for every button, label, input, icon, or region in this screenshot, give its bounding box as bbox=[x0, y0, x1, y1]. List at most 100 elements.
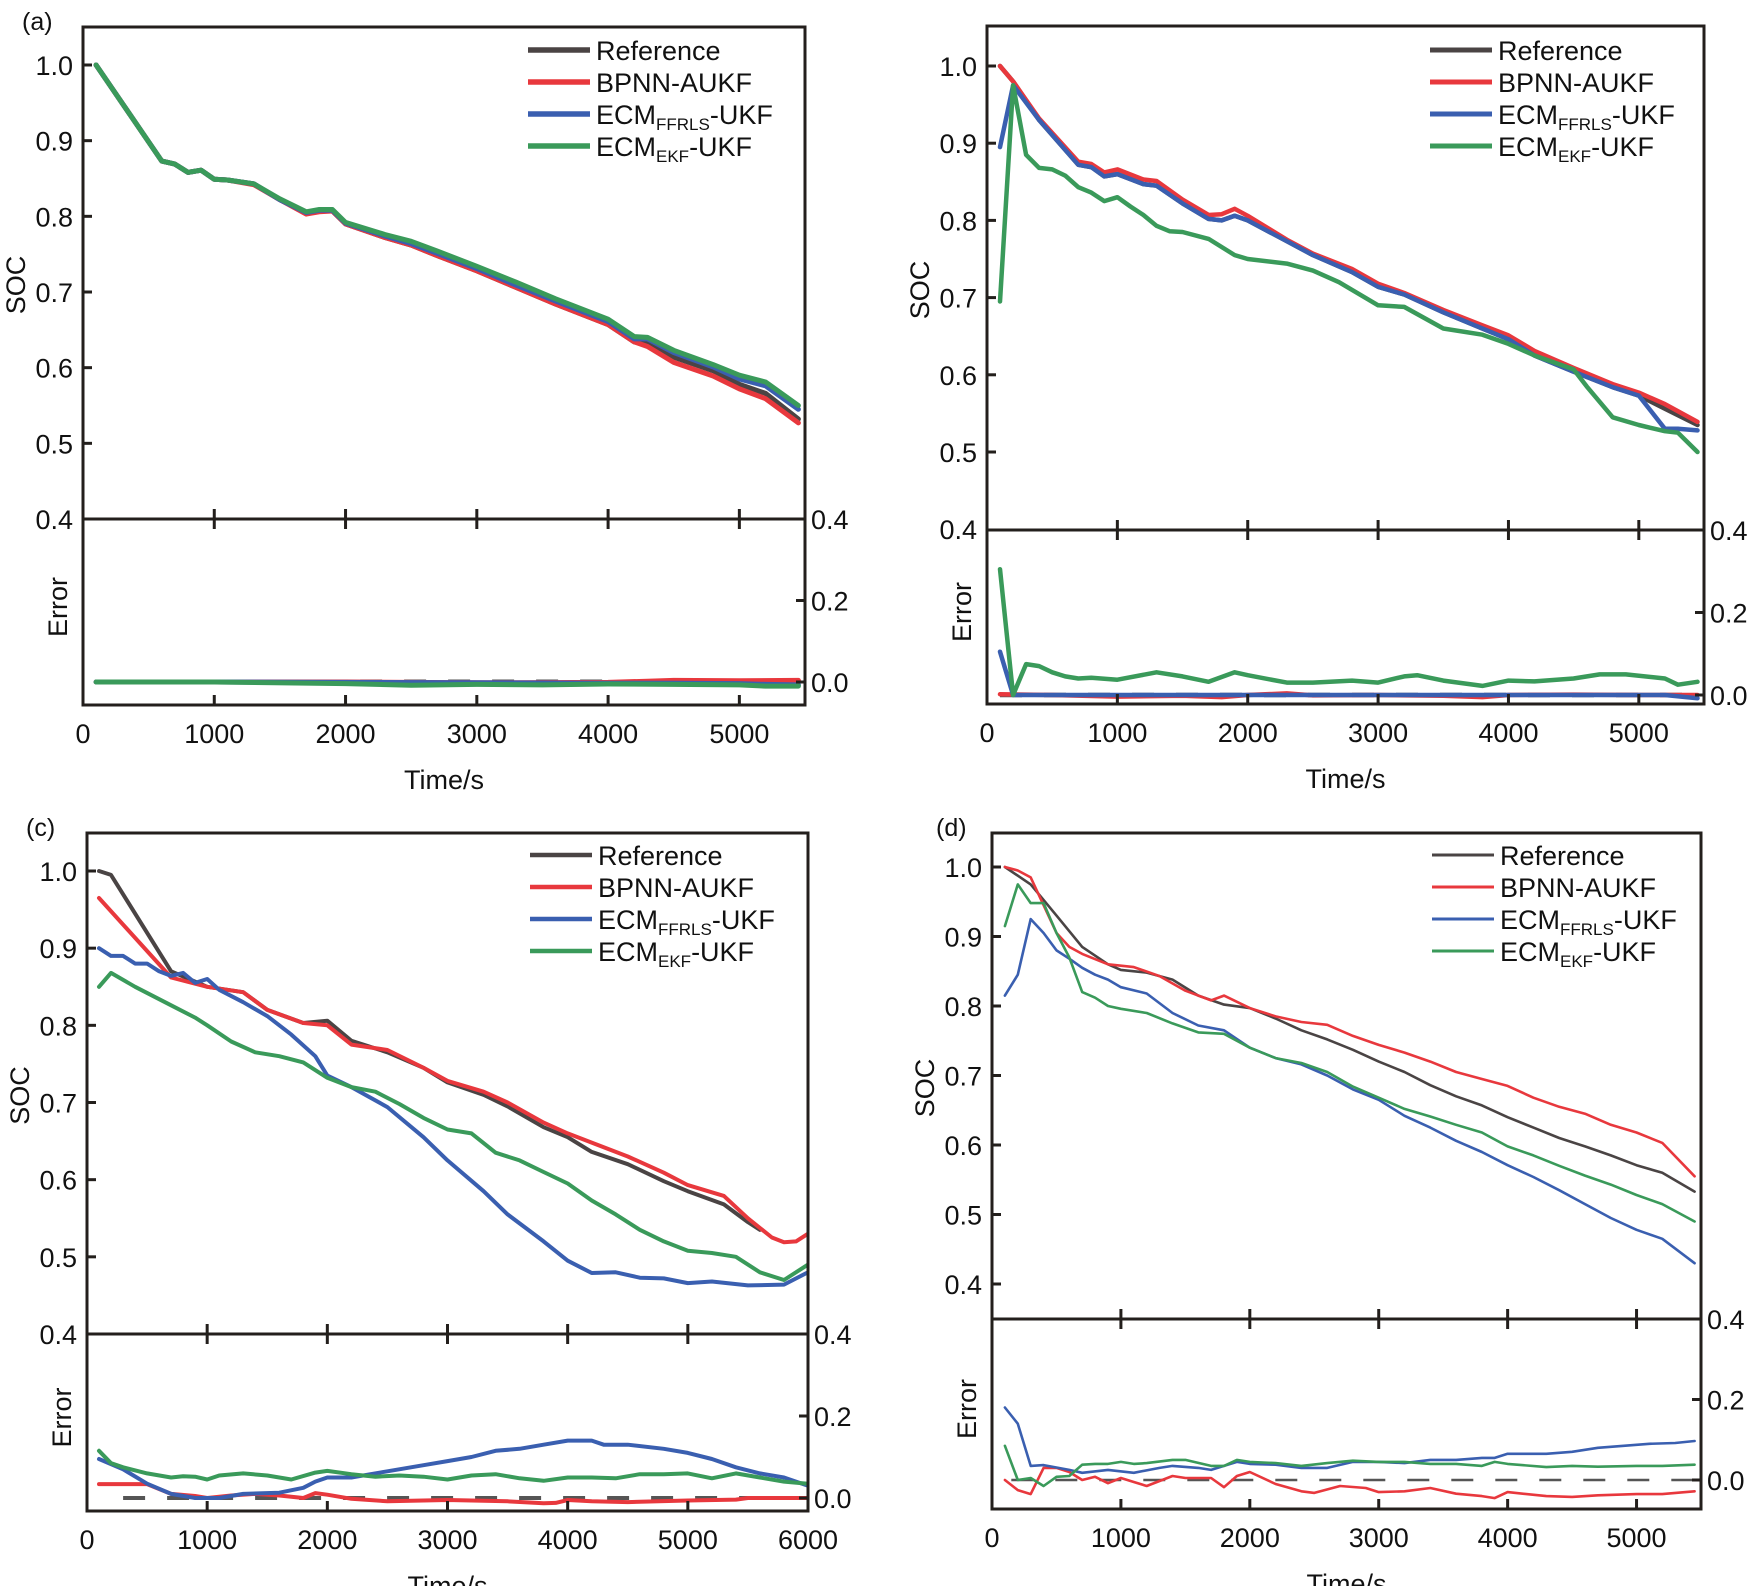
soc-tick-label: 1.0 bbox=[939, 52, 977, 82]
plot-frame bbox=[985, 24, 1706, 706]
error-series-group bbox=[97, 1438, 808, 1506]
soc-tick-label: 0.6 bbox=[39, 1166, 77, 1196]
error-line-ecm-ffrls-ukf bbox=[1003, 1406, 1696, 1475]
legend-label: Reference bbox=[1500, 841, 1625, 871]
x-tick-label: 2000 bbox=[1218, 718, 1278, 748]
soc-tick-label: 0.9 bbox=[39, 934, 77, 964]
error-tick-label: 0.2 bbox=[811, 587, 849, 617]
soc-tick-label: 0.8 bbox=[39, 1011, 77, 1041]
error-tick-label: 0.2 bbox=[1707, 1386, 1745, 1416]
panel-4: 0 1000 2000 3000 4000 5000 0.4 0.5 0.6 0.7 0.8 0.9 1… bbox=[910, 814, 1745, 1586]
legend-label: ECMFFRLS-UKF bbox=[1500, 905, 1677, 939]
x-tick-label: 5000 bbox=[658, 1525, 718, 1555]
x-tick-label: 1000 bbox=[1087, 718, 1147, 748]
x-axis-title: Time/s bbox=[408, 1571, 488, 1586]
error-series-group bbox=[997, 566, 1700, 701]
x-axis-title: Time/s bbox=[404, 765, 484, 795]
x-tick-label: 3000 bbox=[417, 1525, 477, 1555]
x-tick-label: 4000 bbox=[538, 1525, 598, 1555]
x-tick-label: 1000 bbox=[177, 1525, 237, 1555]
soc-axis-title: SOC bbox=[905, 261, 935, 320]
x-tick-label: 2000 bbox=[316, 719, 376, 749]
soc-line-ecm-ekf-ukf bbox=[97, 970, 808, 1282]
soc-tick-label: 0.4 bbox=[944, 1270, 982, 1300]
soc-tick-label: 1.0 bbox=[35, 51, 73, 81]
soc-tick-label: 0.7 bbox=[939, 284, 977, 314]
x-tick-label: 0 bbox=[984, 1523, 999, 1553]
error-line-bpnn-aukf bbox=[97, 1482, 808, 1506]
x-tick-label: 5000 bbox=[709, 719, 769, 749]
soc-series-group bbox=[997, 63, 1700, 455]
soc-line-bpnn-aukf bbox=[997, 63, 1700, 425]
x-tick-label: 4000 bbox=[1478, 718, 1538, 748]
legend-label: ECMEKF-UKF bbox=[1500, 937, 1656, 971]
soc-tick-label: 1.0 bbox=[944, 853, 982, 883]
plot-frame bbox=[81, 25, 807, 707]
error-axis-title: Error bbox=[952, 1379, 982, 1439]
panel-label: (a) bbox=[22, 8, 53, 36]
error-tick-label: 0.0 bbox=[814, 1484, 852, 1514]
x-tick-label: 0 bbox=[75, 719, 90, 749]
soc-axis-title: SOC bbox=[5, 1066, 35, 1125]
error-line-ecm-ffrls-ukf bbox=[997, 649, 1700, 701]
x-tick-label: 2000 bbox=[1220, 1523, 1280, 1553]
soc-series-group bbox=[1003, 865, 1696, 1265]
error-line-ecm-ekf-ukf bbox=[997, 566, 1700, 698]
soc-tick-label: 0.8 bbox=[35, 202, 73, 232]
soc-tick-label: 0.4 bbox=[39, 1320, 77, 1350]
soc-tick-label: 0.7 bbox=[944, 1062, 982, 1092]
legend-label: BPNN-AUKF bbox=[598, 873, 754, 903]
soc-tick-label: 0.9 bbox=[35, 127, 73, 157]
soc-tick-label: 0.5 bbox=[35, 429, 73, 459]
panel-label: (c) bbox=[26, 814, 55, 842]
error-axis-title: Error bbox=[47, 1387, 77, 1447]
error-tick-label: 0.0 bbox=[811, 668, 849, 698]
error-series-group bbox=[1003, 1406, 1696, 1500]
error-line-bpnn-aukf bbox=[1003, 1466, 1696, 1500]
soc-line-reference bbox=[1003, 865, 1696, 1193]
error-line-ecm-ekf-ukf bbox=[93, 679, 801, 689]
legend-label: ECMFFRLS-UKF bbox=[596, 100, 773, 134]
x-tick-label: 3000 bbox=[1349, 1523, 1409, 1553]
soc-line-ecm-ffrls-ukf bbox=[97, 946, 808, 1288]
error-tick-label: 0.0 bbox=[1707, 1466, 1745, 1496]
soc-tick-label: 0.8 bbox=[944, 992, 982, 1022]
soc-tick-label: 0.5 bbox=[39, 1243, 77, 1273]
error-tick-label: 0.0 bbox=[1710, 681, 1748, 711]
soc-line-ecm-ffrls-ukf bbox=[997, 83, 1700, 433]
soc-tick-label: 0.5 bbox=[939, 438, 977, 468]
x-tick-label: 1000 bbox=[1091, 1523, 1151, 1553]
legend-label: ECMEKF-UKF bbox=[598, 937, 754, 971]
soc-line-bpnn-aukf bbox=[1003, 865, 1696, 1178]
soc-line-ecm-ekf-ukf bbox=[1003, 883, 1696, 1223]
soc-series-group bbox=[97, 869, 808, 1288]
legend-label: Reference bbox=[598, 841, 723, 871]
x-tick-label: 0 bbox=[79, 1525, 94, 1555]
soc-tick-label: 1.0 bbox=[39, 857, 77, 887]
legend-label: BPNN-AUKF bbox=[1500, 873, 1656, 903]
legend-label: BPNN-AUKF bbox=[596, 68, 752, 98]
x-axis-title: Time/s bbox=[1307, 1569, 1387, 1586]
x-tick-label: 5000 bbox=[1609, 718, 1669, 748]
error-line-ecm-ekf-ukf bbox=[97, 1448, 808, 1486]
x-axis-title: Time/s bbox=[1306, 764, 1386, 794]
error-tick-label: 0.4 bbox=[1710, 516, 1748, 546]
x-tick-label: 0 bbox=[979, 718, 994, 748]
error-series-group bbox=[93, 677, 801, 689]
soc-tick-label: 0.4 bbox=[35, 505, 73, 535]
error-line-ecm-ffrls-ukf bbox=[97, 1438, 808, 1500]
soc-axis-title: SOC bbox=[1, 256, 31, 315]
panel-3: 0 1000 2000 3000 4000 5000 6000 0.4 0.5 0.6 0.7 0.8… bbox=[5, 814, 852, 1586]
legend-label: ECMFFRLS-UKF bbox=[598, 905, 775, 939]
soc-tick-label: 0.6 bbox=[944, 1131, 982, 1161]
legend-label: ECMFFRLS-UKF bbox=[1498, 100, 1675, 134]
soc-tick-label: 0.4 bbox=[939, 515, 977, 545]
soc-tick-label: 0.9 bbox=[939, 129, 977, 159]
soc-axis-title: SOC bbox=[910, 1059, 940, 1118]
soc-tick-label: 0.6 bbox=[35, 354, 73, 384]
x-tick-label: 4000 bbox=[578, 719, 638, 749]
soc-tick-label: 0.6 bbox=[939, 361, 977, 391]
